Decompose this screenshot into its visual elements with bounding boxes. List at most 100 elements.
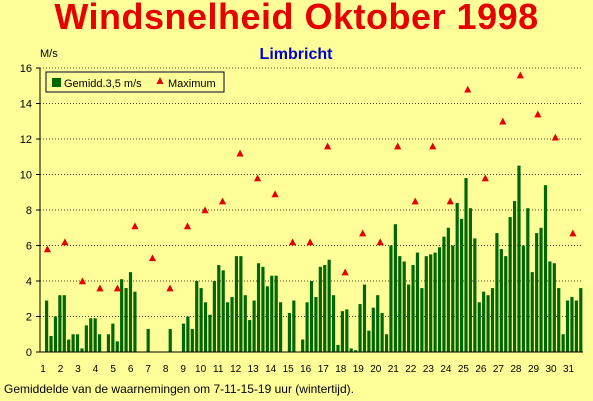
x-tick-label: 13 — [248, 364, 260, 375]
bar — [579, 288, 583, 352]
bar — [437, 247, 442, 352]
bar — [535, 233, 539, 352]
x-tick-labels: 1 2 3 4 5 6 7 8 9 10 11 12 13 14 15 16 17 18 19 20 21 22 23 24 2… — [40, 364, 574, 375]
bar — [460, 218, 464, 353]
max-marker — [113, 284, 122, 292]
bar — [557, 288, 561, 352]
bar — [473, 238, 477, 352]
x-tick-label: 16 — [300, 364, 312, 375]
bar — [261, 266, 265, 352]
bar — [265, 286, 269, 352]
bar — [402, 261, 406, 352]
bar — [336, 344, 340, 352]
bar — [371, 307, 375, 353]
bar — [256, 263, 261, 352]
x-tick-label: 14 — [265, 364, 277, 375]
bar — [75, 334, 80, 352]
x-tick-label: 22 — [405, 364, 417, 375]
bar — [45, 300, 49, 352]
bar — [71, 334, 75, 352]
x-tick-label: 20 — [370, 364, 382, 375]
bar — [190, 328, 194, 352]
bar — [128, 272, 133, 353]
bar — [482, 291, 486, 352]
x-tick-label: 30 — [545, 364, 557, 375]
max-marker — [499, 117, 507, 125]
bar — [376, 295, 380, 352]
bar — [212, 281, 216, 352]
y-tick-label: 14 — [20, 99, 32, 111]
bar — [407, 284, 411, 352]
bar — [124, 288, 128, 352]
bar — [552, 263, 556, 352]
bar — [530, 272, 534, 353]
maximum-markers — [43, 71, 577, 292]
bar — [543, 185, 548, 352]
bar — [309, 281, 314, 352]
bar — [208, 314, 212, 352]
bar — [565, 300, 570, 352]
max-marker — [183, 222, 192, 230]
max-marker — [481, 174, 489, 182]
bar — [270, 275, 274, 352]
bar — [327, 259, 331, 352]
max-marker — [359, 229, 367, 237]
x-tick-label: 4 — [93, 364, 99, 375]
bar — [574, 300, 578, 352]
x-tick-label: 12 — [230, 364, 242, 375]
max-marker — [61, 238, 69, 246]
bar — [345, 309, 349, 352]
bar — [517, 165, 521, 353]
bar — [468, 208, 473, 352]
bar — [323, 265, 327, 352]
x-tick-label: 31 — [563, 364, 575, 375]
bar — [415, 252, 420, 352]
bar — [115, 341, 119, 352]
max-marker — [429, 142, 437, 150]
y-tick-label: 4 — [26, 276, 32, 288]
bar — [67, 339, 71, 352]
bar — [526, 208, 530, 352]
bar — [477, 302, 481, 352]
x-tick-label: 23 — [423, 364, 435, 375]
legend-box — [45, 71, 225, 93]
bar — [504, 256, 508, 352]
bar — [393, 224, 397, 352]
y-axis-label: M/s — [40, 48, 58, 60]
bar — [433, 252, 437, 352]
x-tick-label: 17 — [318, 364, 330, 375]
x-tick-label: 6 — [128, 364, 134, 375]
x-tick-label: 15 — [283, 364, 295, 375]
bar — [548, 261, 552, 352]
bar — [340, 311, 344, 352]
legend-bar-swatch — [52, 78, 61, 87]
bar — [239, 256, 243, 352]
bar — [186, 316, 190, 352]
bar — [120, 279, 124, 352]
x-tick-label: 28 — [510, 364, 522, 375]
bar — [539, 227, 543, 352]
bar — [398, 256, 402, 352]
average-bars — [45, 165, 583, 353]
max-marker — [411, 197, 419, 205]
x-tick-label: 21 — [388, 364, 400, 375]
bar — [570, 296, 574, 352]
bar — [89, 318, 93, 352]
bar — [111, 323, 115, 352]
bar — [248, 320, 252, 352]
x-tick-label: 2 — [58, 364, 64, 375]
y-tick-label: 8 — [26, 205, 32, 217]
bar — [230, 296, 234, 352]
bar — [292, 300, 296, 352]
x-tick-label: 18 — [335, 364, 347, 375]
max-marker — [148, 254, 157, 262]
x-tick-label: 3 — [75, 364, 81, 375]
max-marker — [166, 284, 174, 292]
bar — [53, 316, 58, 352]
x-tick-label: 8 — [163, 364, 169, 375]
bar — [279, 302, 283, 352]
bar — [234, 256, 239, 352]
axes — [36, 67, 583, 353]
y-tick-label: 0 — [26, 347, 32, 359]
